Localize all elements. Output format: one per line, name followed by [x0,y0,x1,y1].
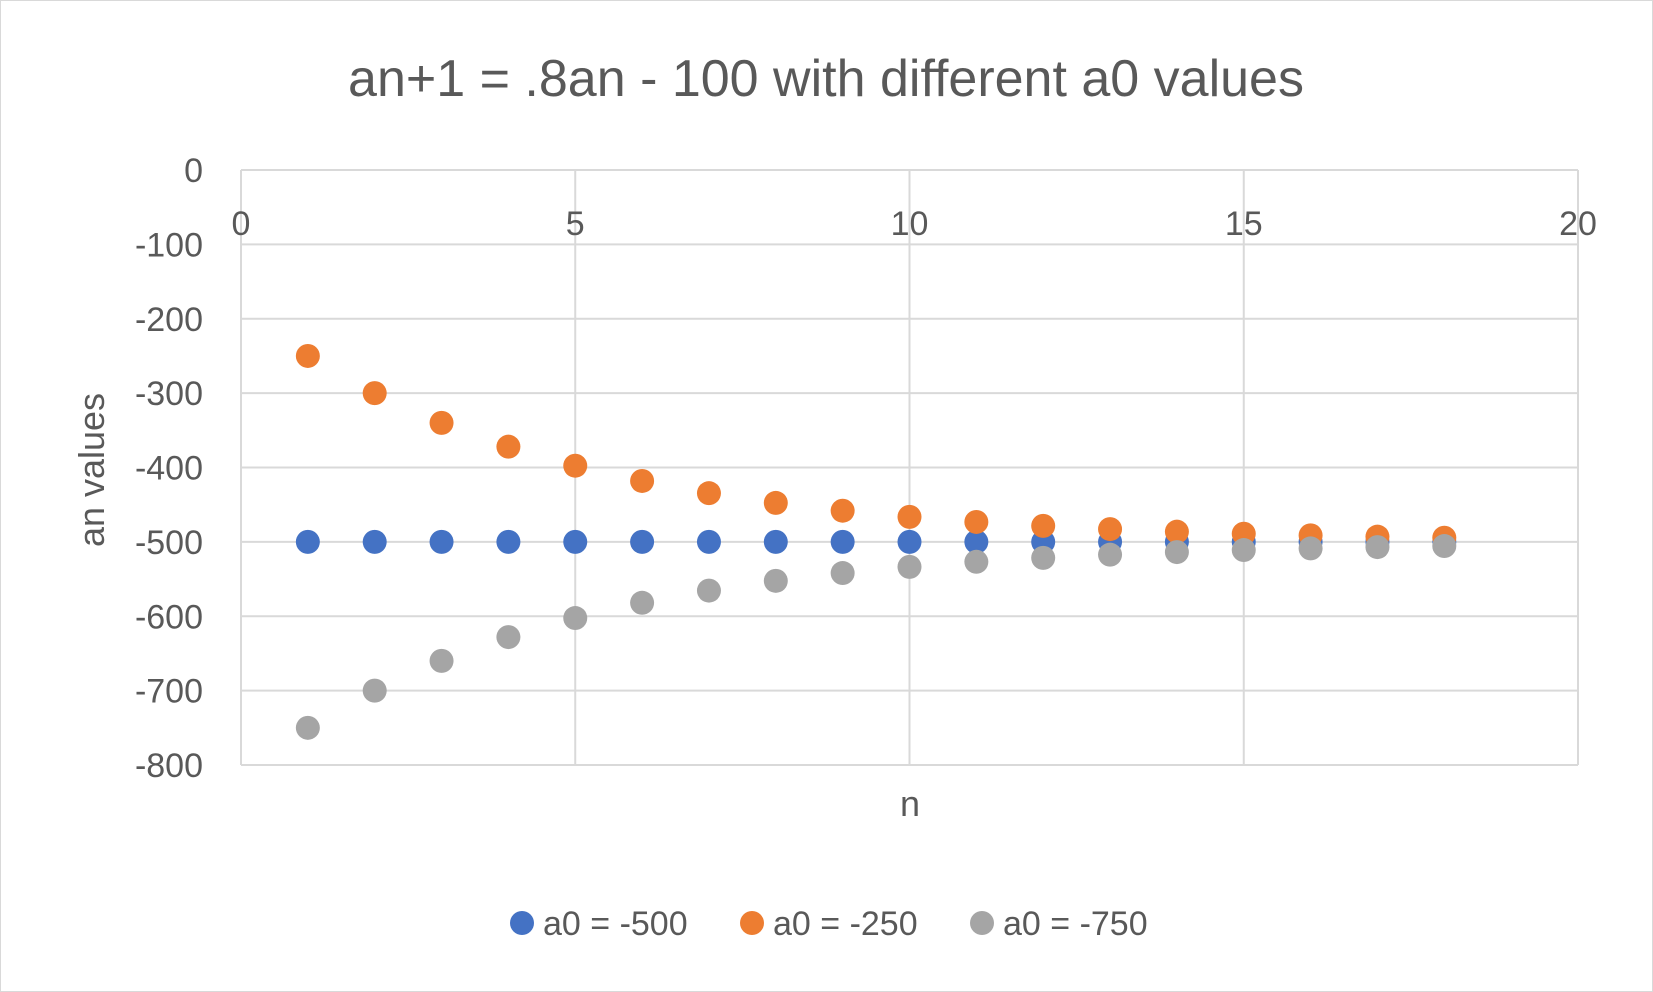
data-point [1031,513,1056,538]
series-2 [295,343,1457,550]
data-point [696,578,721,603]
data-point [630,529,655,554]
data-point [496,434,521,459]
gridlines [240,169,1579,766]
data-point [563,606,588,631]
y-tick-label: -200 [135,301,203,339]
x-axis-title: n [900,783,920,824]
data-point [429,648,454,673]
data-point [496,625,521,650]
data-point [897,554,922,579]
data-point [763,568,788,593]
legend-item: a0 = -750 [970,905,1148,943]
series-3 [295,534,1457,740]
data-point [897,504,922,529]
y-tick-label: -100 [135,226,203,264]
data-point [563,453,588,478]
data-point [763,490,788,515]
data-point [1098,517,1123,542]
data-point [563,529,588,554]
legend-label: a0 = -500 [543,905,688,943]
data-point [362,678,387,703]
data-point [295,715,320,740]
data-point [1432,534,1457,559]
legend-label: a0 = -250 [773,905,918,943]
data-point [763,529,788,554]
x-tick-label: 0 [232,205,251,243]
legend-marker [740,911,764,935]
data-point [897,529,922,554]
y-tick-label: 0 [184,152,203,190]
data-points [295,343,1457,740]
legend-marker [970,911,994,935]
legend-label: a0 = -750 [1003,905,1148,943]
x-tick-label: 5 [566,205,585,243]
data-point [696,481,721,506]
data-point [964,549,989,574]
data-point [630,590,655,615]
data-point [295,343,320,368]
y-tick-label: -600 [135,598,203,636]
y-tick-label: -300 [135,375,203,413]
data-point [830,529,855,554]
x-tick-label: 10 [891,205,929,243]
chart-title: an+1 = .8an - 100 with different a0 valu… [348,50,1304,108]
y-tick-label: -400 [135,450,203,488]
y-axis-title: an values [71,393,112,547]
y-tick-label: -700 [135,673,203,711]
data-point [1298,536,1323,561]
data-point [1098,542,1123,567]
x-tick-label: 20 [1559,205,1597,243]
data-point [1231,538,1256,563]
data-point [696,529,721,554]
legend-marker [510,911,534,935]
data-point [1031,545,1056,570]
data-point [295,529,320,554]
data-point [429,410,454,435]
data-point [362,381,387,406]
data-point [496,529,521,554]
data-point [429,529,454,554]
y-tick-label: -800 [135,747,203,785]
data-point [1164,540,1189,565]
tick-labels: 0 -100 -200 -300 -400 -500 -600 -700 -800 0 5 10 15 2… [135,152,1597,785]
data-point [630,468,655,493]
x-tick-label: 15 [1225,205,1263,243]
data-point [964,509,989,534]
data-point [964,529,989,554]
data-point [830,561,855,586]
data-point [362,529,387,554]
legend: a0 = -500 a0 = -250 a0 = -750 [510,905,1148,943]
data-point [830,498,855,523]
data-point [1164,519,1189,544]
y-tick-label: -500 [135,524,203,562]
data-point [1365,535,1390,560]
legend-item: a0 = -500 [510,905,688,943]
legend-item: a0 = -250 [740,905,918,943]
